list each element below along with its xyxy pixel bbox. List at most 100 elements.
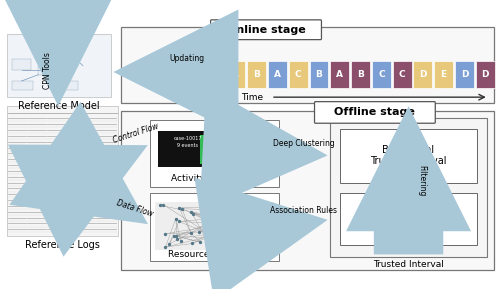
Text: B: B	[253, 70, 260, 79]
Text: C: C	[295, 70, 302, 79]
Text: σ: σ	[207, 68, 216, 82]
Point	[188, 241, 196, 246]
Text: Data Flow: Data Flow	[115, 198, 154, 218]
Text: Filtering: Filtering	[418, 165, 426, 197]
Text: Association Rules: Association Rules	[270, 206, 337, 215]
Text: CPN Tools: CPN Tools	[43, 52, 52, 89]
Point	[187, 209, 195, 214]
Point	[262, 224, 270, 228]
Bar	[12, 81, 34, 90]
FancyBboxPatch shape	[210, 20, 322, 40]
Point	[170, 233, 178, 238]
Text: B: B	[316, 70, 322, 79]
Point	[176, 239, 184, 244]
Bar	[120, 111, 494, 270]
Point	[188, 212, 196, 216]
Text: D: D	[460, 70, 468, 79]
Bar	[455, 61, 474, 88]
Text: B: B	[357, 70, 364, 79]
Bar	[63, 57, 78, 66]
Text: A: A	[274, 70, 281, 79]
Point	[162, 245, 170, 249]
Bar	[372, 61, 390, 88]
Text: C: C	[378, 70, 384, 79]
Point	[222, 212, 230, 216]
Point	[248, 204, 256, 209]
Bar	[200, 135, 205, 164]
Point	[222, 206, 230, 210]
Point	[174, 236, 182, 241]
Point	[232, 229, 239, 234]
Text: Offline stage: Offline stage	[334, 108, 415, 117]
Bar	[58, 81, 78, 90]
Point	[175, 205, 183, 210]
Text: Activity Sequences: Activity Sequences	[172, 174, 258, 183]
Bar	[414, 61, 432, 88]
Text: A: A	[232, 70, 239, 79]
Point	[214, 236, 222, 241]
Bar	[330, 61, 349, 88]
Point	[156, 203, 164, 208]
Point	[252, 223, 260, 227]
Text: 9 events: 9 events	[178, 143, 199, 148]
Point	[196, 240, 204, 244]
Point	[165, 242, 173, 247]
Text: Control Flow: Control Flow	[112, 122, 160, 145]
Text: Online stage: Online stage	[226, 25, 306, 35]
Bar	[476, 61, 494, 88]
Bar	[351, 61, 370, 88]
Point	[206, 233, 214, 238]
Point	[242, 222, 250, 226]
Point	[234, 237, 242, 242]
Point	[187, 231, 195, 236]
Point	[160, 202, 168, 207]
FancyBboxPatch shape	[314, 102, 436, 123]
Text: Behavioral
Trusted Interval: Behavioral Trusted Interval	[370, 145, 447, 166]
Point	[221, 242, 229, 247]
Point	[261, 210, 269, 214]
Point	[204, 240, 212, 244]
Text: Reference Model: Reference Model	[18, 101, 100, 111]
Text: Resource Sequences: Resource Sequences	[168, 250, 262, 259]
Bar	[150, 193, 279, 261]
Bar	[268, 61, 287, 88]
Point	[223, 228, 231, 233]
Text: Reference Logs: Reference Logs	[24, 240, 100, 251]
Bar	[38, 66, 56, 75]
Point	[236, 244, 244, 248]
Point	[172, 216, 180, 221]
Point	[212, 210, 220, 215]
Point	[160, 231, 168, 236]
Bar	[150, 120, 279, 187]
Text: Time: Time	[242, 93, 264, 102]
Bar	[247, 61, 266, 88]
Bar	[158, 131, 228, 167]
Point	[263, 214, 271, 219]
Bar	[310, 61, 328, 88]
Point	[222, 221, 230, 226]
Bar	[208, 135, 214, 164]
Bar	[226, 61, 245, 88]
Bar	[392, 61, 411, 88]
Bar	[330, 118, 486, 257]
Point	[172, 234, 180, 238]
Bar	[340, 129, 477, 183]
Bar	[155, 202, 274, 250]
Bar	[289, 61, 308, 88]
Text: case-10017: case-10017	[174, 136, 202, 141]
Point	[264, 212, 272, 216]
Bar	[434, 61, 453, 88]
Bar	[120, 27, 494, 103]
Point	[246, 214, 254, 218]
Bar	[6, 106, 117, 236]
Text: D: D	[482, 70, 489, 79]
Bar	[216, 135, 222, 164]
Text: E: E	[440, 70, 446, 79]
Text: A: A	[336, 70, 344, 79]
Point	[196, 229, 203, 234]
Text: Resource
Trusted Interval: Resource Trusted Interval	[370, 209, 447, 230]
Point	[178, 206, 186, 211]
Text: Updating: Updating	[170, 54, 204, 63]
Text: C: C	[399, 70, 406, 79]
Point	[174, 219, 182, 224]
